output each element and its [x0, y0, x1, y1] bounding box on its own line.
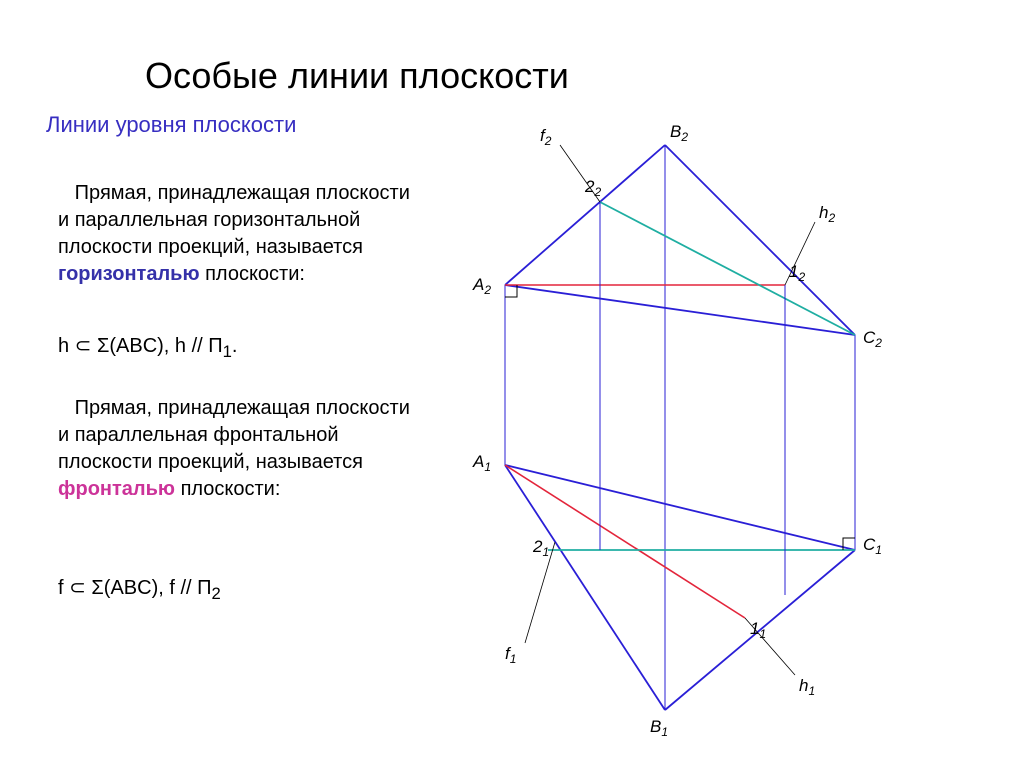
formula1-pre: h ⊂ Σ(ABC), h // П: [58, 335, 223, 357]
label-21: 21: [532, 537, 549, 559]
edge-C1A1: [505, 465, 855, 550]
label-B1: B1: [650, 717, 668, 739]
paragraph-frontal: Прямая, принадлежащая плоскости и паралл…: [58, 395, 418, 503]
leader-2: [525, 542, 555, 643]
formula2-sub: 2: [212, 584, 221, 603]
paragraph-horizontal: Прямая, принадлежащая плоскости и паралл…: [58, 180, 418, 288]
formula2-pre: f ⊂ Σ(ABC), f // П: [58, 577, 212, 599]
para1-after: плоскости:: [200, 263, 305, 285]
edge-B2C2: [665, 145, 855, 335]
label-22: 22: [584, 177, 601, 199]
edge-C2A2: [505, 285, 855, 335]
label-B2: B2: [670, 122, 688, 144]
label-12: 12: [789, 262, 805, 284]
label-C2: C2: [863, 328, 882, 350]
label-A2: A2: [472, 275, 491, 297]
subtitle: Линии уровня плоскости: [46, 112, 296, 138]
line-f2-teal: [600, 202, 855, 335]
leader-label-f2: f2: [540, 126, 552, 148]
edge-A2B2: [505, 145, 665, 285]
leader-label-h2: h2: [819, 203, 835, 225]
page-title: Особые линии плоскости: [145, 55, 569, 97]
leader-label-h1: h1: [799, 676, 815, 698]
formula-horizontal: h ⊂ Σ(ABC), h // П1.: [58, 333, 418, 364]
formula1-post: .: [232, 335, 238, 357]
para2-after: плоскости:: [175, 478, 280, 500]
para2-text: Прямая, принадлежащая плоскости и паралл…: [58, 397, 410, 473]
keyword-horizontal: горизонталью: [58, 263, 200, 285]
formula-frontal: f ⊂ Σ(ABC), f // П2: [58, 575, 418, 606]
projection-diagram: f2 h2 f1 h1 A2 B2 C2 22 12 A1 B1 C1 21 11: [455, 120, 1015, 760]
formula1-sub: 1: [223, 342, 232, 361]
label-C1: C1: [863, 535, 882, 557]
para1-text: Прямая, принадлежащая плоскости и паралл…: [58, 182, 410, 258]
leader-label-f1: f1: [505, 644, 516, 666]
label-A1: A1: [472, 452, 491, 474]
label-11: 11: [750, 619, 766, 641]
edge-A1B1: [505, 465, 665, 710]
keyword-frontal: фронталью: [58, 478, 175, 500]
